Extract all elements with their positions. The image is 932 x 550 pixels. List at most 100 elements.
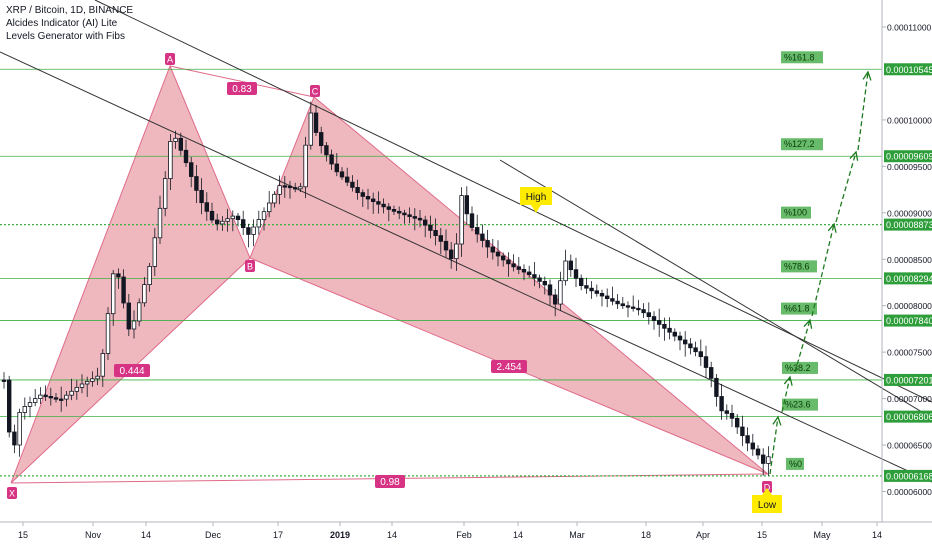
candle bbox=[43, 385, 48, 401]
candle bbox=[594, 284, 599, 297]
y-tick-label: 0.00008500 bbox=[887, 255, 932, 265]
candle bbox=[79, 374, 85, 394]
candle bbox=[766, 446, 771, 476]
candle bbox=[729, 404, 735, 428]
fib-level-tag: %38.2 bbox=[782, 361, 818, 374]
candle bbox=[105, 307, 111, 361]
y-tick-label: 0.00007500 bbox=[887, 348, 932, 358]
candle bbox=[69, 378, 74, 401]
x-tick-label: 15 bbox=[757, 530, 767, 540]
candle bbox=[750, 433, 755, 456]
x-tick-label: Feb bbox=[456, 530, 472, 540]
y-tick-label: 0.00009500 bbox=[887, 162, 932, 172]
candle bbox=[464, 186, 469, 226]
candle bbox=[620, 296, 625, 310]
candle bbox=[724, 404, 729, 420]
fib-levels bbox=[0, 68, 882, 477]
y-tick-label: 0.00008000 bbox=[887, 301, 932, 311]
svg-text:0.83: 0.83 bbox=[232, 84, 252, 95]
pattern-point-x: X bbox=[7, 487, 17, 499]
candle bbox=[100, 348, 105, 387]
candle bbox=[474, 214, 480, 243]
pattern-point-a: A bbox=[165, 53, 175, 65]
candle bbox=[173, 130, 178, 149]
candle bbox=[610, 286, 615, 306]
symbol-title: XRP / Bitcoin, 1D, BINANCE bbox=[6, 5, 134, 16]
price-tag-label: 0.00008873 bbox=[886, 220, 932, 230]
fib-level-label: %161.8 bbox=[784, 52, 815, 62]
candle bbox=[251, 219, 256, 247]
trend-channel bbox=[0, 0, 932, 483]
candle bbox=[355, 179, 360, 200]
candle bbox=[235, 213, 241, 227]
candle bbox=[386, 203, 391, 222]
high-callout: High bbox=[520, 187, 552, 213]
candle bbox=[568, 254, 573, 277]
candle bbox=[324, 142, 329, 162]
candle bbox=[183, 139, 189, 167]
low-label: Low bbox=[758, 500, 777, 511]
candle bbox=[360, 189, 365, 207]
candle bbox=[407, 207, 412, 224]
fib-level-tag: %61.8 bbox=[781, 302, 817, 315]
svg-text:X: X bbox=[9, 489, 15, 499]
candle bbox=[615, 294, 620, 310]
candle bbox=[448, 242, 454, 269]
candle bbox=[240, 210, 246, 236]
candle bbox=[662, 317, 667, 341]
x-tick-label: 14 bbox=[387, 530, 397, 540]
candle bbox=[667, 317, 672, 340]
candle bbox=[33, 389, 38, 407]
x-tick-label: 2019 bbox=[330, 530, 350, 540]
projection-arrow bbox=[794, 318, 813, 373]
candle bbox=[272, 191, 277, 208]
candle bbox=[256, 210, 261, 235]
xab-triangle bbox=[10, 64, 251, 484]
y-tick-label: 0.00006000 bbox=[887, 487, 932, 497]
fib-level-tag: %78.6 bbox=[781, 260, 817, 273]
candle bbox=[147, 262, 152, 292]
candle bbox=[370, 192, 376, 214]
channel-lower-line bbox=[0, 51, 932, 483]
candle bbox=[646, 302, 651, 325]
fib-level-label: %78.6 bbox=[784, 261, 810, 271]
indicator-1-label: Alcides Indicator (AI) Lite bbox=[6, 18, 118, 29]
candle bbox=[90, 371, 95, 387]
x-tick-label: 15 bbox=[18, 530, 28, 540]
candle bbox=[303, 136, 308, 199]
candle bbox=[459, 187, 464, 257]
x-tick-label: 14 bbox=[141, 530, 151, 540]
candle bbox=[589, 281, 594, 299]
candle bbox=[480, 224, 485, 248]
x-tick-label: 14 bbox=[513, 530, 523, 540]
harmonic-pattern bbox=[10, 64, 769, 484]
candle bbox=[188, 156, 194, 188]
candle bbox=[298, 182, 303, 193]
fib-level-tag: %0 bbox=[786, 457, 804, 470]
candle bbox=[12, 424, 17, 454]
candle bbox=[511, 254, 516, 272]
candle bbox=[573, 257, 579, 288]
fib-level-label: %100 bbox=[784, 208, 807, 218]
svg-text:C: C bbox=[312, 87, 319, 97]
candle bbox=[308, 101, 313, 150]
candle bbox=[672, 328, 677, 342]
candle bbox=[693, 341, 698, 357]
candle bbox=[599, 289, 605, 307]
svg-text:0.444: 0.444 bbox=[119, 366, 144, 377]
candle bbox=[209, 202, 215, 224]
candle bbox=[709, 361, 714, 388]
candle bbox=[381, 198, 386, 214]
ac-line bbox=[169, 65, 315, 98]
candle bbox=[584, 277, 589, 294]
indicator-2-label: Levels Generator with Fibs bbox=[6, 31, 125, 42]
x-tick-label: Mar bbox=[569, 530, 585, 540]
candle bbox=[485, 229, 490, 258]
candle bbox=[714, 374, 719, 407]
candle bbox=[761, 448, 766, 476]
candle bbox=[558, 271, 563, 312]
candle bbox=[495, 240, 501, 267]
candle bbox=[490, 238, 495, 260]
